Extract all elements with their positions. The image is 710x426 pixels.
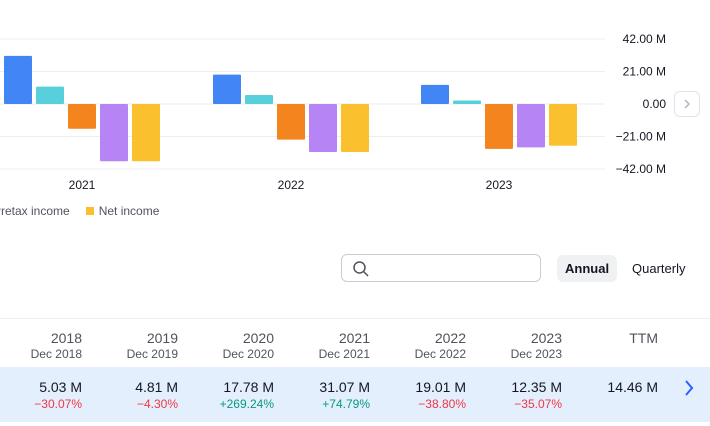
cell-value: 5.03 M xyxy=(39,379,82,395)
column-year: 2023 xyxy=(530,330,562,346)
bar[interactable] xyxy=(549,104,577,146)
bar[interactable] xyxy=(4,55,32,104)
bar[interactable] xyxy=(517,104,545,148)
x-tick-label: 2021 xyxy=(69,178,96,192)
y-tick-label: 42.00 M xyxy=(623,32,666,46)
cell-change: −35.07% xyxy=(514,397,562,411)
table-row[interactable]: 5.03 M −30.07% 4.81 M −4.30% 17.78 M +26… xyxy=(0,367,710,422)
income-bar-chart: 42.00 M 21.00 M 0.00 −21.00 M −42.00 M 2021 20… xyxy=(0,32,667,192)
column-period: Dec 2021 xyxy=(318,347,370,361)
quarterly-toggle-button[interactable]: Quarterly xyxy=(632,261,686,276)
chart-legend: Pretax income Net income xyxy=(0,203,159,219)
cell-change: −38.80% xyxy=(418,397,466,411)
bar[interactable] xyxy=(277,104,305,140)
column-year: TTM xyxy=(629,330,658,346)
column-period: Dec 2018 xyxy=(30,347,82,361)
cell-change: +269.24% xyxy=(219,397,274,411)
bar[interactable] xyxy=(485,104,513,149)
bar[interactable] xyxy=(100,104,128,162)
column-year: 2022 xyxy=(434,330,466,346)
cell-value: 17.78 M xyxy=(223,379,274,395)
bar[interactable] xyxy=(245,95,273,104)
bar[interactable] xyxy=(341,104,369,152)
column-period: Dec 2020 xyxy=(222,347,274,361)
cell-change: +74.79% xyxy=(322,397,370,411)
column-period: Dec 2023 xyxy=(510,347,562,361)
x-tick-label: 2022 xyxy=(278,178,305,192)
legend-item-pretax-income: Pretax income xyxy=(0,203,70,219)
cell-value: 14.46 M xyxy=(607,379,658,395)
search-field[interactable] xyxy=(341,254,541,282)
table-divider xyxy=(0,318,710,319)
y-tick-label: −42.00 M xyxy=(616,162,666,176)
bar[interactable] xyxy=(213,74,241,104)
bar[interactable] xyxy=(453,100,481,104)
bar[interactable] xyxy=(309,104,337,152)
bar[interactable] xyxy=(421,84,449,104)
legend-item-net-income: Net income xyxy=(85,203,160,219)
column-year: 2018 xyxy=(50,330,82,346)
y-tick-label: 21.00 M xyxy=(623,65,666,79)
chart-scroll-right-button[interactable] xyxy=(674,91,700,117)
y-tick-label: 0.00 xyxy=(643,97,667,111)
bar[interactable] xyxy=(68,104,96,129)
legend-swatch xyxy=(85,207,94,215)
x-tick-label: 2023 xyxy=(486,178,513,192)
legend-label: Net income xyxy=(98,204,160,218)
cell-value: 4.81 M xyxy=(135,379,178,395)
chevron-right-icon[interactable] xyxy=(683,379,695,397)
cell-value: 31.07 M xyxy=(319,379,370,395)
column-year: 2019 xyxy=(146,330,178,346)
cell-change: −4.30% xyxy=(136,397,178,411)
column-year: 2020 xyxy=(242,330,274,346)
legend-label: Pretax income xyxy=(0,204,70,218)
chevron-right-icon xyxy=(684,99,691,109)
column-year: 2021 xyxy=(338,330,370,346)
bar[interactable] xyxy=(132,104,160,162)
y-tick-label: −21.00 M xyxy=(616,130,666,144)
search-input[interactable] xyxy=(376,258,538,280)
annual-toggle-button[interactable]: Annual xyxy=(557,255,618,282)
cell-value: 19.01 M xyxy=(415,379,466,395)
column-period: Dec 2019 xyxy=(126,347,178,361)
bar[interactable] xyxy=(36,86,64,104)
cell-value: 12.35 M xyxy=(511,379,562,395)
search-icon xyxy=(353,261,369,277)
column-period: Dec 2022 xyxy=(414,347,466,361)
cell-change: −30.07% xyxy=(34,397,82,411)
